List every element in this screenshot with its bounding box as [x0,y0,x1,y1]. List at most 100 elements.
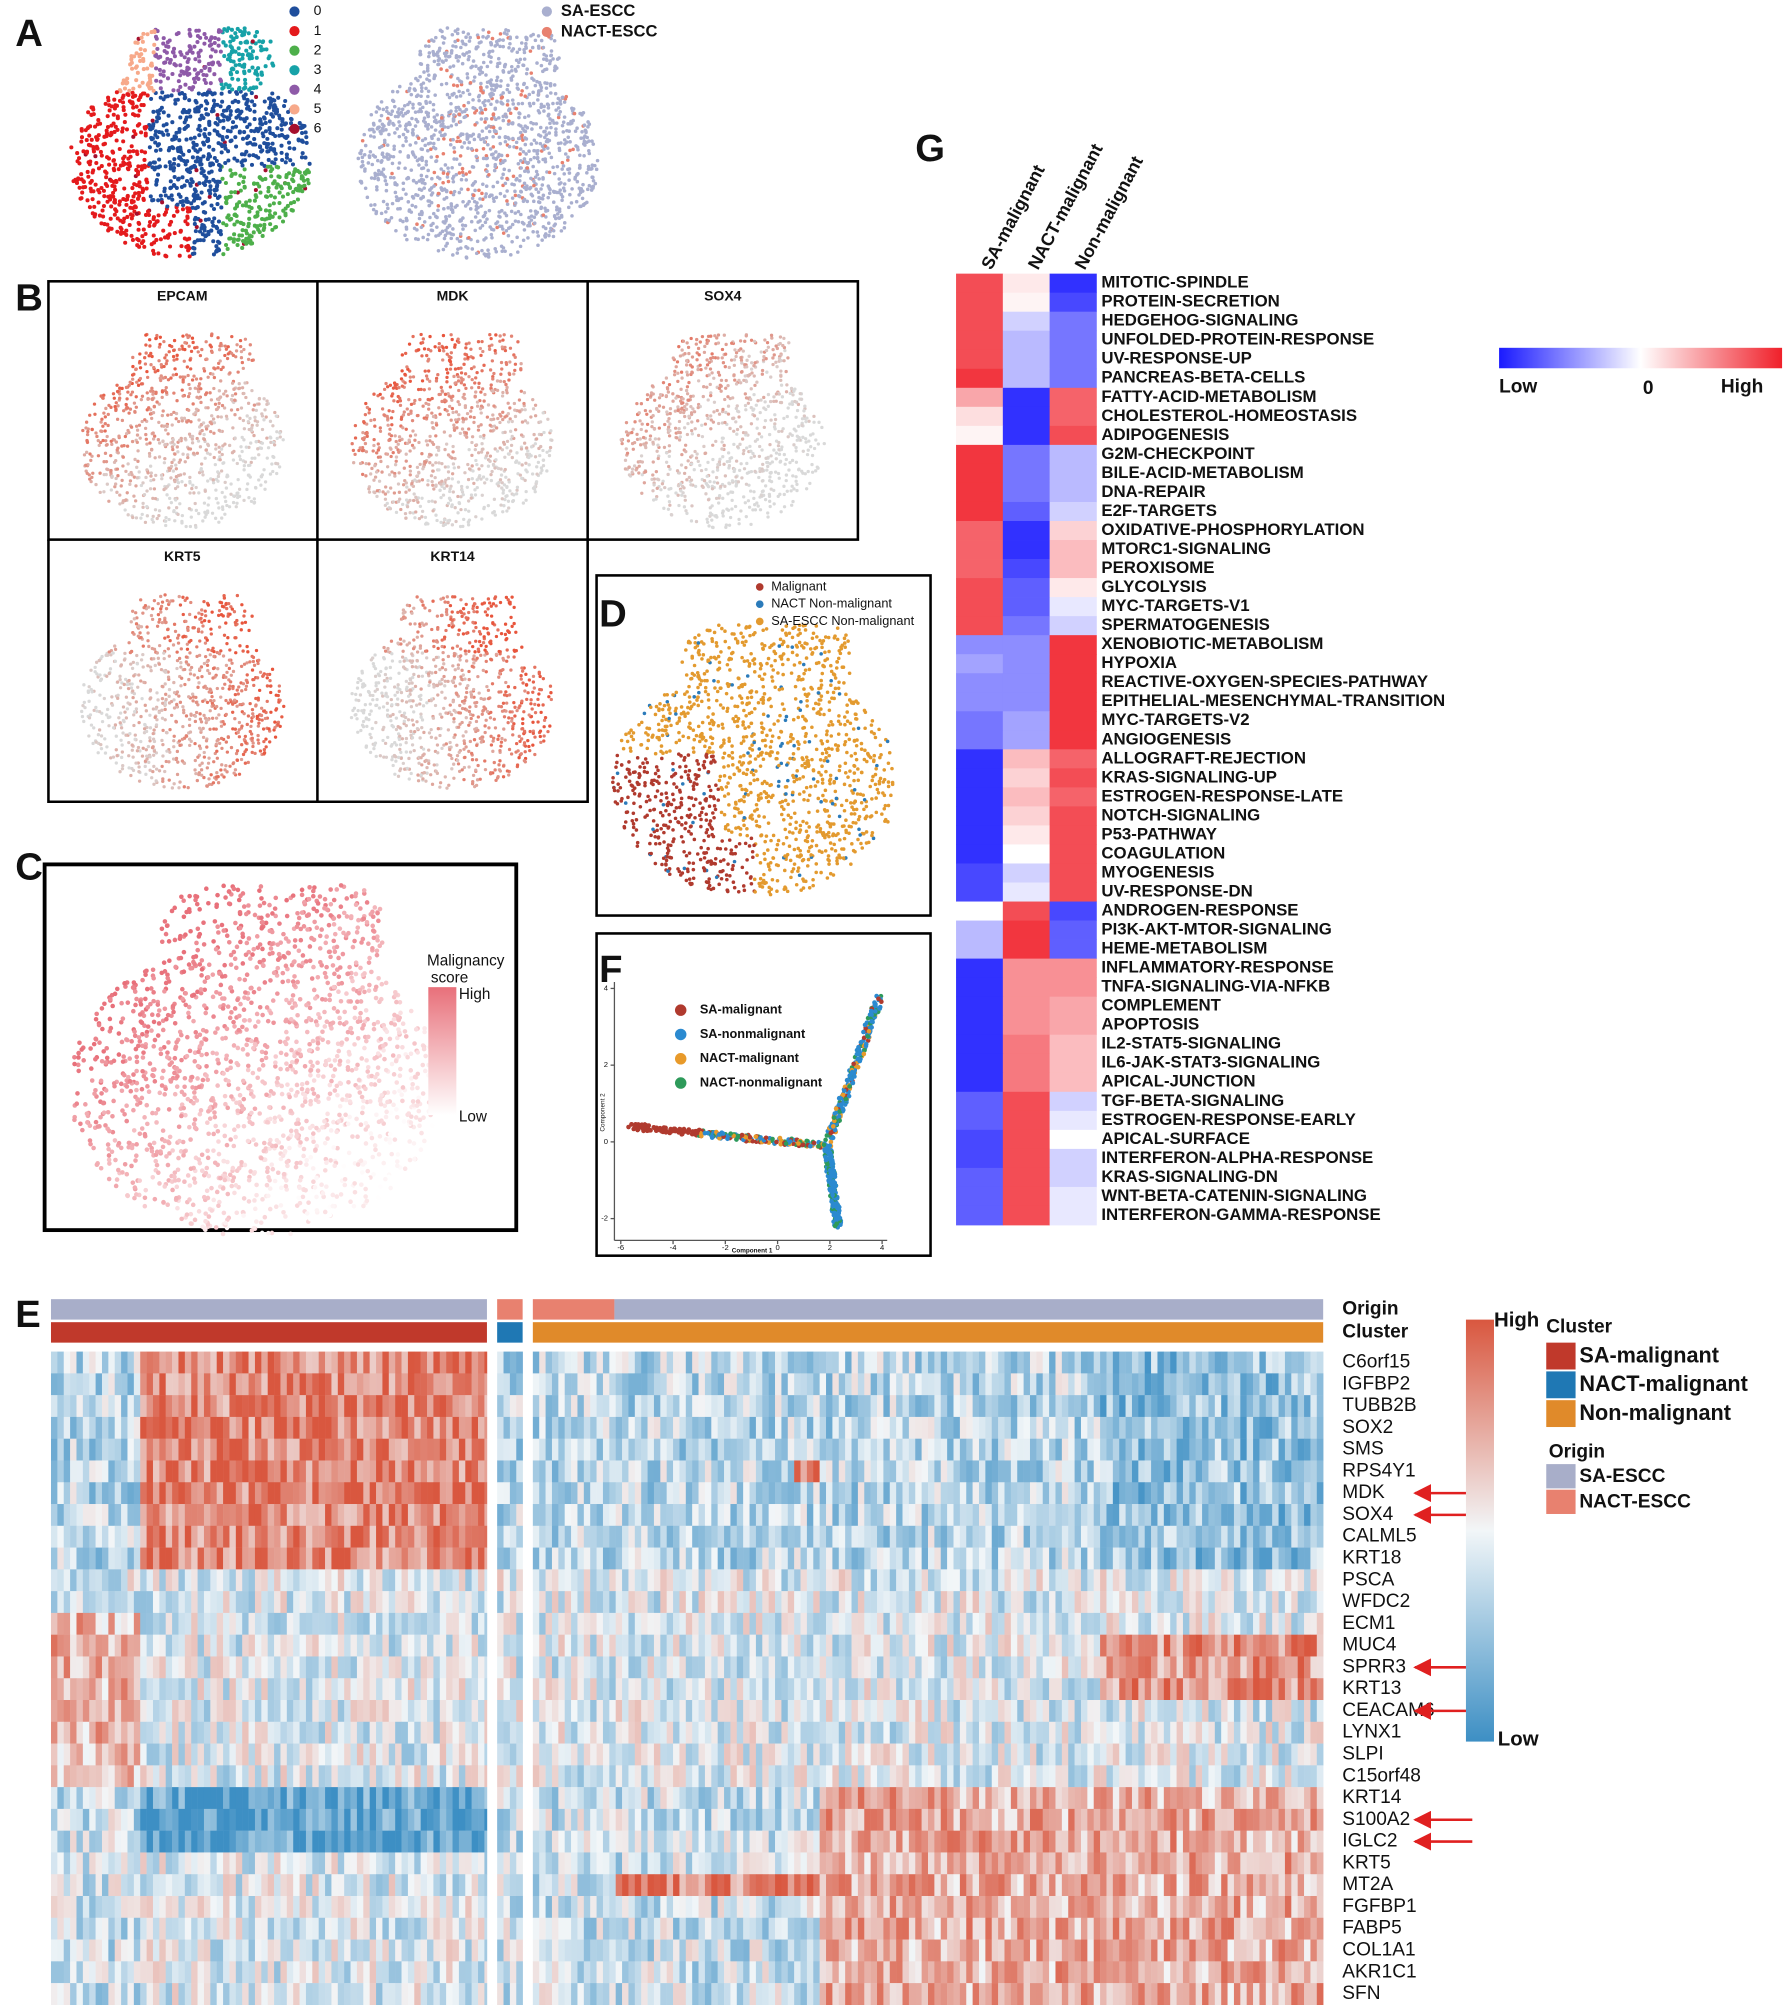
cell-dot [205,136,211,142]
cell-dot [518,152,522,156]
cell-dot [772,353,776,357]
cell-dot [494,78,499,83]
cell-dot [249,56,254,61]
cell-dot [459,82,464,87]
cell-dot [233,63,238,68]
cell-dot [131,86,136,91]
cell-dot [194,407,199,411]
cell-dot [535,210,540,215]
cell-dot [467,448,471,452]
cell-dot [152,478,156,482]
cell-dot [414,141,418,145]
cell-dot [115,490,119,494]
cell-dot [128,479,133,483]
cell-dot [211,177,216,182]
cell-dot [297,186,302,191]
cell-dot [379,113,384,118]
cell-dot [120,478,124,483]
cell-dot [143,212,149,218]
cell-dot [450,472,455,476]
cell-dot [192,451,196,455]
cell-dot [539,88,543,93]
cell-dot [410,203,415,208]
cell-dot [520,101,525,106]
cell-dot [243,228,248,233]
cell-dot [406,102,410,107]
cell-dot [377,145,382,150]
cell-dot [174,463,178,467]
cell-dot [585,187,590,192]
cell-dot [591,175,595,180]
cell-dot [98,121,103,126]
cell-dot [152,29,157,34]
cell-dot [372,418,377,422]
cell-dot [515,451,519,455]
cell-dot [492,404,496,408]
cell-dot [277,116,282,121]
cell-dot [523,478,527,483]
cell-dot [429,453,433,457]
cell-dot [432,487,436,491]
cell-dot [748,444,752,449]
cell-dot [502,194,507,199]
cell-dot [176,450,180,454]
cell-dot [130,439,135,444]
cell-dot [273,211,278,216]
cell-dot [494,150,498,154]
cell-dot [495,180,500,185]
cell-dot [546,221,551,225]
cell-dot [208,54,213,59]
cell-dot [505,199,509,203]
cell-dot [491,462,496,467]
cell-dot [144,475,148,480]
cell-dot [434,483,438,487]
cell-dot [218,164,223,169]
cell-dot [425,443,430,447]
cell-dot [759,398,763,402]
cell-dot [457,340,461,344]
cell-dot [287,146,292,151]
cell-dot [437,468,441,472]
cell-dot [116,474,120,478]
cell-dot [515,35,519,40]
cell-dot [456,480,461,484]
cell-dot [437,46,442,51]
cell-dot [484,184,489,188]
cell-dot [202,437,207,442]
cell-dot [630,467,635,471]
cell-dot [228,371,232,375]
cell-dot [216,366,220,370]
cell-dot [100,208,105,213]
cell-dot [511,102,515,106]
cell-dot [580,196,585,201]
cell-dot [578,111,582,116]
cell-dot [394,195,399,199]
cell-dot [545,58,549,62]
cell-dot [404,459,408,463]
cell-dot [233,398,237,402]
cell-dot [519,212,523,217]
cell-dot [534,437,539,441]
cell-dot [111,112,116,117]
cell-dot [112,97,117,102]
cell-dot [445,241,449,246]
cell-dot [177,253,182,258]
cell-dot [378,118,382,123]
cell-dot [107,499,111,503]
cell-dot [494,117,498,122]
cell-dot [249,234,254,239]
cell-dot [161,73,166,78]
cell-dot [401,413,406,417]
cell-dot [437,342,441,346]
cell-dot [187,27,192,32]
cell-dot [495,388,500,393]
cell-dot [157,67,162,72]
cell-dot [519,124,523,128]
cell-dot [560,167,564,171]
cell-dot [465,485,469,489]
cell-dot [89,112,94,117]
cell-dot [185,159,190,164]
cell-dot [137,184,142,189]
cell-dot [135,440,139,445]
cell-dot [209,203,214,208]
